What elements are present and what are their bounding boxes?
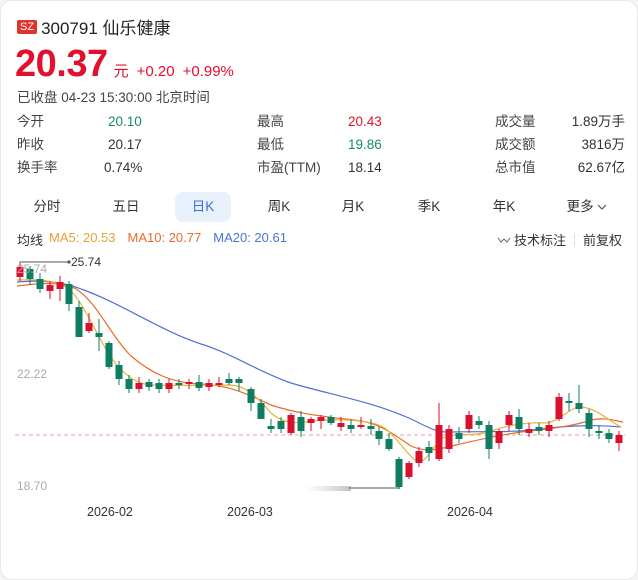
stat-value: 20.17 <box>108 137 142 152</box>
stat-label: 最低 <box>257 137 284 152</box>
candles <box>16 263 623 489</box>
max-price-marker: 25.74 <box>71 255 102 269</box>
current-price: 20.37 <box>15 43 108 85</box>
stat-label: 最高 <box>257 114 284 129</box>
kline-svg <box>15 260 625 491</box>
kline-chart[interactable]: 25.74 22.22 18.70 25.74 <box>1 251 638 531</box>
stat-pe: 市盈(TTM) 18.14 <box>257 158 397 181</box>
tab-weekly-k[interactable]: 周K <box>267 199 291 214</box>
tech-annotation-button[interactable]: 技术标注 <box>513 233 566 248</box>
tab-yearly-k[interactable]: 年K <box>492 199 516 214</box>
stat-value: 3816万 <box>581 137 625 152</box>
stat-label: 今开 <box>17 114 44 129</box>
ma5-value: MA5: 20.53 <box>49 230 116 245</box>
stat-market-cap: 总市值 62.67亿 <box>495 158 625 181</box>
stat-label: 换手率 <box>17 160 58 175</box>
adjust-button[interactable]: 前复权 <box>582 233 622 248</box>
stat-high: 最高 20.43 <box>257 112 397 135</box>
x-axis-label-apr: 2026-04 <box>447 505 493 519</box>
y-axis-min: 18.70 <box>17 479 48 493</box>
chart-tools: 技术标注 前复权 <box>497 230 622 249</box>
market-status: 已收盘 04-23 15:30:00 北京时间 <box>17 90 210 105</box>
stat-prev-close: 昨收 20.17 <box>17 135 147 158</box>
tab-monthly-k[interactable]: 月K <box>341 199 365 214</box>
exchange-badge: SZ <box>17 19 38 34</box>
stat-value: 62.67亿 <box>577 160 625 175</box>
divider <box>573 233 575 246</box>
y-axis-max: 25.74 <box>17 262 48 276</box>
stat-label: 总市值 <box>495 160 536 175</box>
ma-label: 均线 <box>17 233 44 248</box>
stat-value: 20.10 <box>108 114 142 129</box>
x-axis-label-feb: 2026-02 <box>87 505 133 519</box>
stat-low: 最低 19.86 <box>257 135 397 158</box>
tab-daily-k[interactable]: 日K <box>175 192 231 222</box>
stock-title-row: SZ 300791 仙乐健康 <box>17 14 171 39</box>
wave-icon <box>497 237 511 243</box>
stat-turnover-rate: 换手率 0.74% <box>17 158 147 181</box>
stat-label: 昨收 <box>17 137 44 152</box>
stat-turnover-amount: 成交额 3816万 <box>495 135 625 158</box>
stat-value: 20.43 <box>348 114 382 129</box>
stat-value: 1.89万手 <box>571 114 625 129</box>
stat-label: 市盈(TTM) <box>257 160 321 175</box>
stat-value: 19.86 <box>348 137 382 152</box>
stock-title[interactable]: 300791 仙乐健康 <box>41 19 171 38</box>
price-unit: 元 <box>113 63 129 80</box>
stat-volume: 成交量 1.89万手 <box>495 112 625 135</box>
price-change-pct: +0.99% <box>182 63 234 80</box>
y-axis-mid: 22.22 <box>17 367 48 381</box>
tab-five-day[interactable]: 五日 <box>112 199 140 214</box>
price-row: 20.37 元 +0.20 +0.99% <box>15 43 234 86</box>
tab-more[interactable]: 更多 <box>557 192 617 222</box>
stat-value: 18.14 <box>348 160 382 175</box>
stat-open: 今开 20.10 <box>17 112 147 135</box>
chevron-down-icon <box>597 205 607 211</box>
ma20-value: MA20: 20.61 <box>213 230 287 245</box>
price-change: +0.20 <box>136 63 175 80</box>
ma10-value: MA10: 20.77 <box>127 230 202 245</box>
stat-label: 成交额 <box>495 137 536 152</box>
stat-label: 成交量 <box>495 114 536 129</box>
stats-grid: 今开 20.10 最高 20.43 成交量 1.89万手 昨收 20.17 最低… <box>17 112 625 182</box>
period-tabs: 分时 五日 日K 周K 月K 季K 年K 更多 <box>17 192 625 222</box>
ma-legend: 均线 MA5: 20.53 MA10: 20.77 MA20: 20.61 <box>17 230 299 249</box>
stat-value: 0.74% <box>104 160 143 175</box>
tab-more-label: 更多 <box>566 199 594 214</box>
x-axis-label-mar: 2026-03 <box>227 505 273 519</box>
tab-quarterly-k[interactable]: 季K <box>417 199 441 214</box>
tab-intraday[interactable]: 分时 <box>33 199 61 214</box>
